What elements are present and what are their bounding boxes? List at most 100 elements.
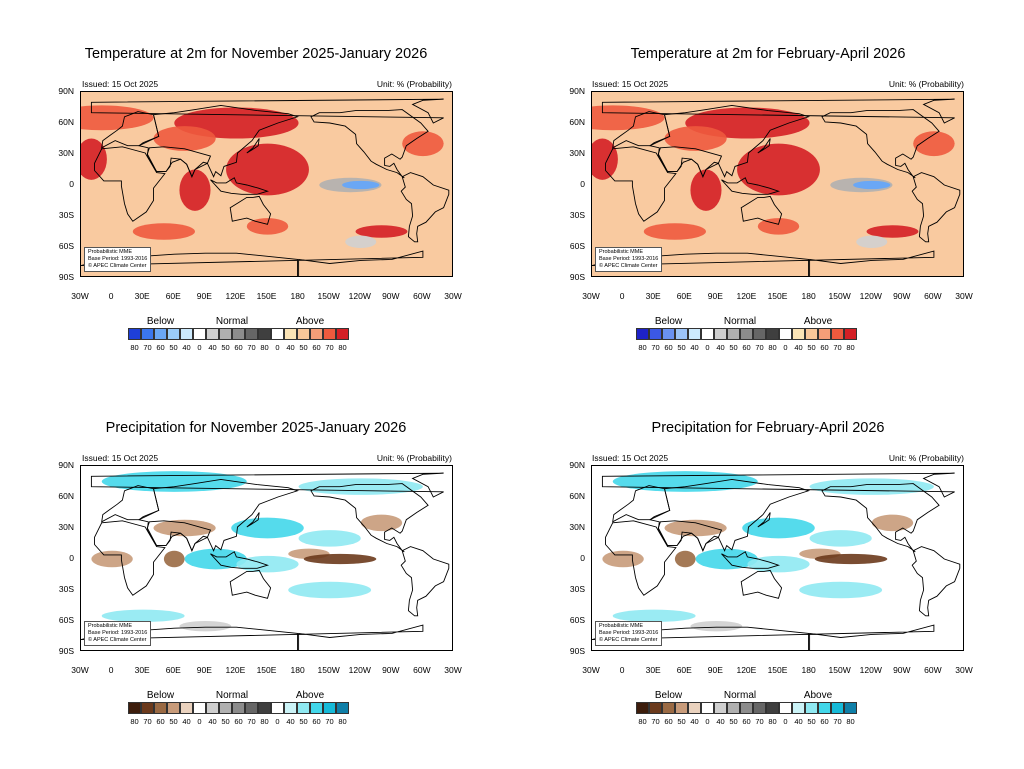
colorbar-below-label: Below — [146, 690, 175, 701]
lat-tick-label: 30S — [569, 210, 585, 220]
north-america-outline — [310, 109, 429, 179]
japan-outline — [757, 512, 771, 528]
panel-precip-nov-jan: Precipitation for November 2025-January … — [0, 374, 512, 758]
info-box: Probabilistic MME Base Period: 1993-2016 ©… — [595, 247, 663, 272]
anomaly-patch — [163, 550, 185, 568]
lat-tick-label: 90N — [58, 86, 74, 96]
lon-tick-label: 150E — [256, 665, 277, 675]
anomaly-patch — [298, 478, 423, 495]
colorbar-swatch — [128, 328, 141, 340]
colorbar-value: 0 — [705, 717, 710, 726]
anomaly-patch — [132, 223, 195, 240]
south-america-outline — [400, 172, 450, 243]
anomaly-patch-cold — [342, 180, 380, 190]
colorbar-value: 0 — [783, 343, 788, 352]
colorbar-swatch — [245, 702, 258, 714]
colorbar-value: 80 — [130, 717, 139, 726]
colorbar-value: 60 — [742, 717, 751, 726]
japan-outline — [246, 138, 260, 154]
colorbar-swatch — [284, 328, 297, 340]
lat-tick-label: 90S — [569, 272, 585, 282]
colorbar-swatch — [271, 702, 284, 714]
colorbar-swatch — [740, 328, 753, 340]
colorbar-value: 80 — [846, 717, 855, 726]
colorbar-swatch — [688, 702, 701, 714]
colorbar-value: 0 — [197, 343, 202, 352]
south-america-outline — [911, 172, 961, 243]
colorbar-swatch — [219, 328, 232, 340]
lon-tick-label: 120W — [348, 665, 371, 675]
lat-tick-label: 0 — [69, 553, 74, 563]
colorbar-swatch — [675, 702, 688, 714]
anomaly-patch — [674, 550, 696, 568]
colorbar-swatch — [310, 702, 323, 714]
colorbar-value: 40 — [182, 343, 191, 352]
lon-tick-label: 30E — [134, 665, 150, 675]
greenland-outline — [601, 472, 955, 498]
lon-tick-label: 60W — [924, 291, 942, 301]
africa-outline — [605, 520, 677, 596]
anomaly-patch-cold — [853, 180, 891, 190]
colorbar-swatch — [779, 702, 792, 714]
anomaly-patch — [298, 530, 361, 547]
colorbar-swatch — [818, 328, 831, 340]
india-arabia-outline — [657, 146, 723, 178]
colorbar-swatch — [180, 702, 193, 714]
colorbar-swatch — [714, 702, 727, 714]
colorbar-swatch — [336, 702, 349, 714]
south-america-outline — [911, 546, 961, 617]
colorbar-below-label: Below — [146, 316, 175, 327]
lon-tick-label: 120W — [348, 291, 371, 301]
lon-tick-label: 120E — [225, 665, 246, 675]
colorbar-value: 80 — [638, 717, 647, 726]
colorbar-swatch — [336, 328, 349, 340]
info-box: Probabilistic MME Base Period: 1993-2016 ©… — [595, 621, 663, 646]
info-line: Probabilistic MME — [599, 623, 644, 629]
lat-tick-label: 60S — [569, 615, 585, 625]
map-area: Probabilistic MME Base Period: 1993-2016 ©… — [80, 91, 453, 277]
info-line: Probabilistic MME — [88, 623, 133, 629]
anomaly-patch — [737, 143, 820, 196]
africa-outline — [605, 146, 677, 222]
lat-tick-label: 60N — [569, 491, 585, 501]
anomaly-patch — [226, 143, 309, 196]
colorbar-swatch — [219, 702, 232, 714]
colorbar-swatch — [818, 702, 831, 714]
colorbar-value: 60 — [820, 343, 829, 352]
colorbar-swatch — [193, 702, 206, 714]
anomaly-patch — [345, 235, 377, 249]
colorbar-swatch — [154, 328, 167, 340]
map-area: Probabilistic MME Base Period: 1993-2016 ©… — [80, 465, 453, 651]
lon-tick-label: 90W — [382, 665, 400, 675]
anomaly-patch — [809, 530, 872, 547]
colorbar-value: 50 — [221, 343, 230, 352]
info-line: Base Period: 1993-2016 — [88, 630, 148, 636]
colorbar-value: 40 — [286, 717, 295, 726]
lon-tick-label: 90E — [707, 291, 723, 301]
colorbar-value: 50 — [299, 717, 308, 726]
colorbar-swatch — [258, 702, 271, 714]
colorbar-normal-label: Normal — [215, 690, 249, 701]
panel-temp-feb-apr: Temperature at 2m for February-April 202… — [512, 0, 1024, 384]
lon-tick-label: 120E — [736, 291, 757, 301]
colorbar-swatch — [636, 328, 649, 340]
colorbar-swatch — [232, 702, 245, 714]
lon-tick-label: 60E — [165, 291, 181, 301]
info-line: Base Period: 1993-2016 — [599, 256, 659, 262]
colorbar-value: 80 — [768, 717, 777, 726]
lat-tick-label: 90S — [58, 646, 74, 656]
colorbar-value: 70 — [651, 717, 660, 726]
lat-tick-label: 30N — [58, 148, 74, 158]
australia-outline — [740, 569, 783, 599]
lat-tick-label: 90N — [58, 460, 74, 470]
colorbar-value: 60 — [156, 717, 165, 726]
colorbar-value: 50 — [677, 717, 686, 726]
lon-tick-label: 120W — [859, 665, 882, 675]
colorbar-swatch — [844, 702, 857, 714]
colorbar-below-label: Below — [654, 690, 683, 701]
colorbar-value: 80 — [130, 343, 139, 352]
colorbar-swatch — [792, 328, 805, 340]
colorbar-value: 80 — [260, 717, 269, 726]
colorbar-value: 60 — [742, 343, 751, 352]
colorbar-value: 60 — [664, 717, 673, 726]
